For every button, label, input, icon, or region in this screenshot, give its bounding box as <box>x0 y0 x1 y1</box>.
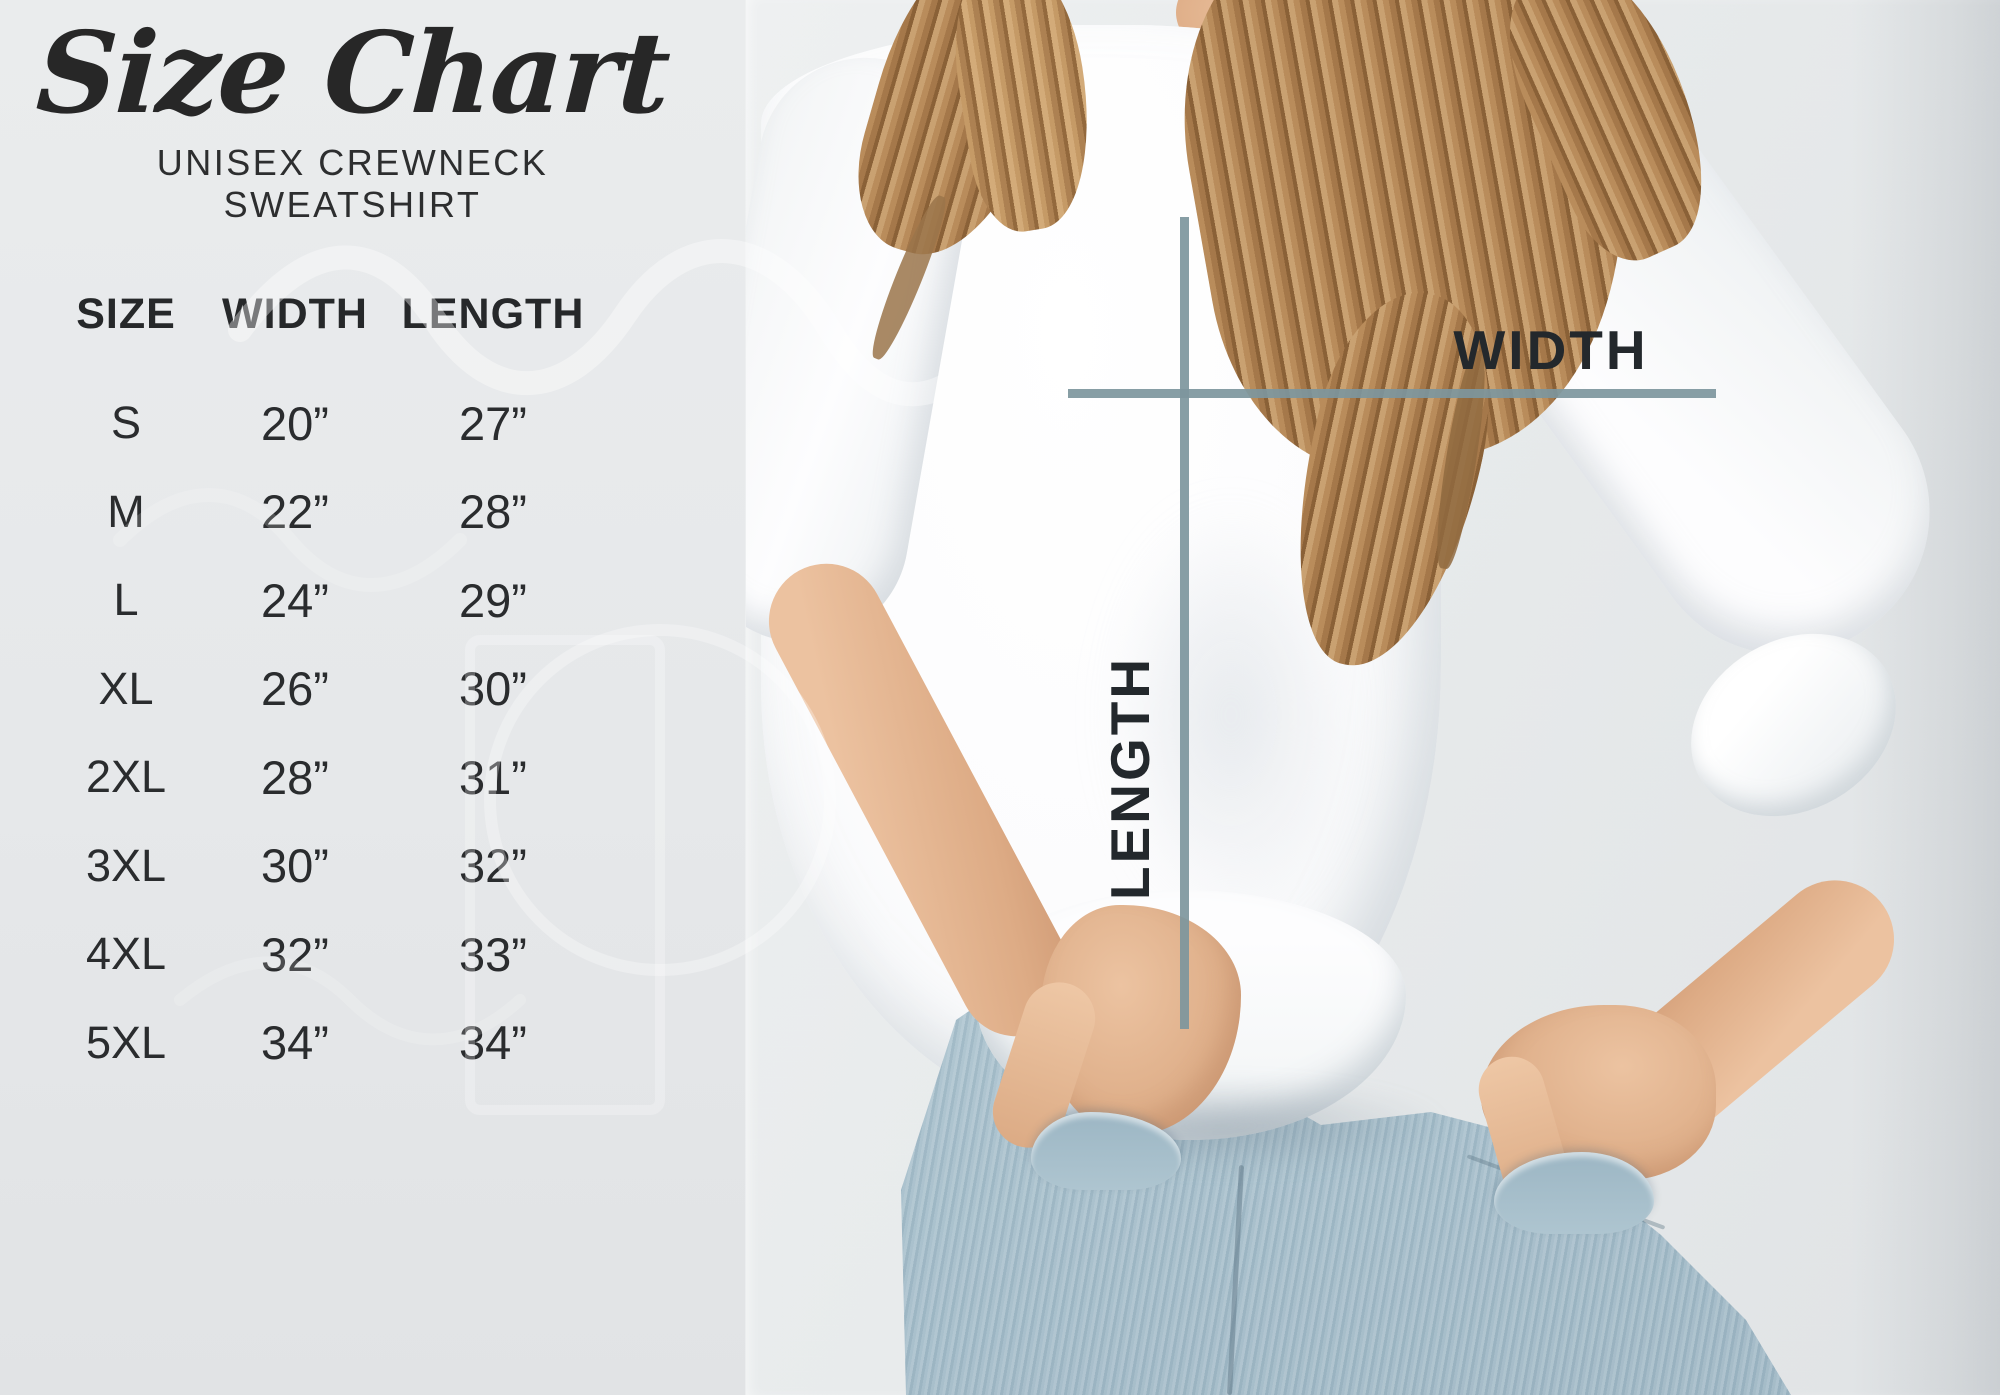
cell-width: 32” <box>261 927 329 981</box>
cell-size: M <box>107 485 145 537</box>
model-photo <box>745 0 2000 1395</box>
cell-length: 32” <box>459 839 527 893</box>
cell-size: S <box>110 397 141 449</box>
jeans-pocket-flap-right <box>1494 1152 1654 1234</box>
page-subtitle: UNISEX CREWNECK SWEATSHIRT <box>156 142 549 226</box>
size-chart-panel: Size Chart UNISEX CREWNECK SWEATSHIRT SI… <box>0 0 745 1395</box>
size-table-header: SIZE WIDTH LENGTH <box>50 290 598 339</box>
cell-size: 3XL <box>85 839 167 891</box>
cell-length: 30” <box>459 662 527 716</box>
width-measure-line <box>1068 389 1716 398</box>
size-table-body: S 20” 27” M 22” 28” L 24” 29” XL 26” <box>50 379 598 1087</box>
width-label: WIDTH <box>1453 319 1649 381</box>
column-header-width: WIDTH <box>222 290 368 338</box>
cell-width: 22” <box>261 485 329 539</box>
cell-width: 20” <box>261 396 329 450</box>
cell-width: 34” <box>261 1016 329 1070</box>
cell-size: L <box>113 574 139 626</box>
length-measure-line <box>1180 217 1189 1029</box>
cell-width: 24” <box>261 573 329 627</box>
cell-length: 31” <box>459 750 527 804</box>
cell-length: 29” <box>459 573 527 627</box>
length-label: LENGTH <box>1099 655 1161 901</box>
cell-size: 2XL <box>85 751 167 803</box>
cell-length: 28” <box>459 485 527 539</box>
cell-length: 33” <box>459 927 527 981</box>
cell-size: XL <box>98 662 154 714</box>
size-table: SIZE WIDTH LENGTH S 20” 27” M 22” 28” L … <box>50 290 598 1087</box>
cell-width: 26” <box>261 662 329 716</box>
cell-length: 34” <box>459 1016 527 1070</box>
cell-size: 5XL <box>85 1016 167 1068</box>
page-title: Size Chart <box>33 8 672 139</box>
title-block: Size Chart UNISEX CREWNECK SWEATSHIRT <box>25 8 680 226</box>
column-header-length: LENGTH <box>401 290 585 338</box>
cell-size: 4XL <box>85 928 167 980</box>
column-header-size: SIZE <box>76 290 176 338</box>
cell-width: 30” <box>261 839 329 893</box>
cell-length: 27” <box>459 396 527 450</box>
cell-width: 28” <box>261 750 329 804</box>
